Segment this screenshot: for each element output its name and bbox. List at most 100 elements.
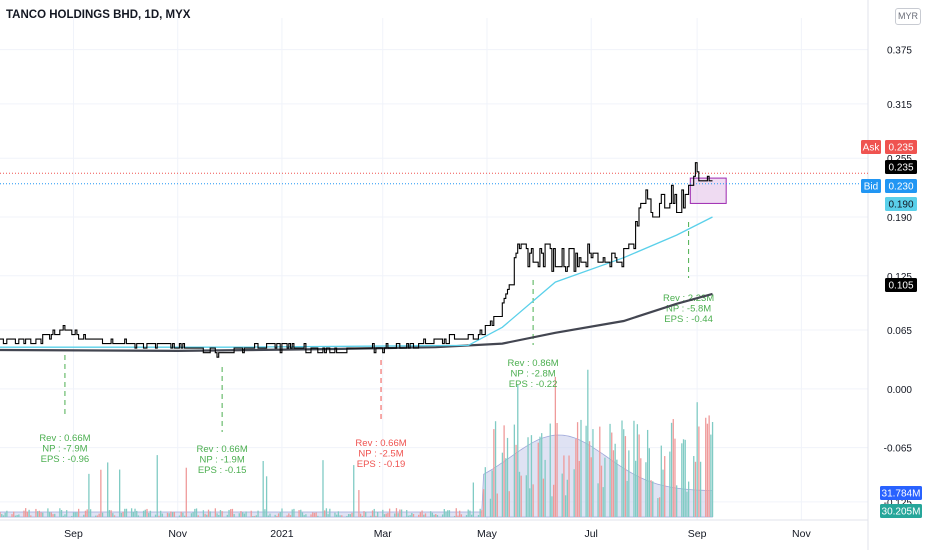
bid-value-tag-text: 0.230	[888, 182, 913, 193]
volume-bar	[556, 422, 558, 517]
volume-bar	[310, 514, 312, 517]
volume-tag-text: 31.784M	[882, 489, 921, 500]
currency-button[interactable]: MYR	[895, 8, 921, 25]
volume-bar	[100, 469, 102, 517]
volume-bar	[672, 419, 674, 517]
volume-bar	[204, 513, 206, 517]
volume-bar	[156, 455, 158, 517]
volume-bar	[337, 511, 340, 517]
earnings-text: Rev : 0.66M	[39, 433, 90, 444]
volume-bar	[242, 512, 244, 517]
volume-bar	[418, 514, 420, 517]
volume-bar	[286, 515, 288, 517]
volume-bar	[89, 509, 92, 517]
volume-bar	[0, 512, 1, 517]
earnings-text: EPS : -0.15	[198, 465, 247, 476]
volume-bar	[657, 498, 659, 517]
volume-bar	[708, 415, 710, 517]
volume-bar	[214, 508, 216, 517]
volume-bar	[491, 470, 493, 517]
volume-bar	[711, 422, 714, 517]
volume-bar	[230, 509, 232, 517]
volume-bar	[190, 513, 193, 517]
volume-bar	[539, 436, 541, 517]
time-axis[interactable]: Sep Nov 2021 Mar May Jul Sep Nov	[64, 528, 811, 540]
volume-bar	[508, 491, 510, 517]
earnings-text: EPS : -0.96	[41, 454, 90, 465]
volume-bar	[587, 369, 589, 517]
volume-bar	[616, 459, 618, 517]
volume-bar	[568, 455, 570, 517]
volume-bar	[293, 508, 295, 517]
earnings-text: Rev : 0.86M	[507, 358, 558, 369]
volume-bar	[465, 515, 468, 517]
volume-bar	[489, 498, 492, 517]
volume-bar	[267, 515, 269, 517]
y-tick-label: 0.255	[887, 154, 912, 165]
volume-bar	[160, 510, 162, 517]
volume-bar	[125, 508, 128, 517]
earnings-text: NP : -5.8M	[666, 304, 711, 315]
volume-bar	[124, 508, 126, 517]
volume-bar	[334, 512, 336, 517]
volume-bar	[305, 514, 307, 517]
volume-bar	[518, 471, 521, 517]
volume-bar	[445, 511, 447, 517]
volume-bar	[383, 514, 386, 517]
volume-bar	[134, 508, 136, 517]
volume-bar	[421, 510, 423, 517]
volume-bar	[409, 515, 411, 517]
volume-bar	[6, 510, 8, 517]
volume-bar	[515, 444, 517, 517]
volume-bar	[274, 514, 276, 517]
price-axis[interactable]: 0.375 0.315 0.255 0.190 0.125 0.065 0.000 -0.06…	[884, 46, 913, 509]
volume-bar	[257, 510, 259, 517]
volume-bar	[394, 513, 396, 517]
volume-bar	[635, 460, 637, 517]
volume-bar	[604, 457, 606, 517]
volume-bar	[98, 513, 100, 517]
volume-bar	[136, 510, 138, 517]
volume-bar	[566, 479, 568, 517]
volume-bar	[315, 512, 317, 517]
volume-bar	[312, 512, 314, 517]
volume-bar	[365, 512, 367, 517]
grid-lines	[0, 0, 869, 550]
volume-bar	[95, 515, 97, 517]
volume-bar	[382, 509, 384, 517]
volume-bar	[361, 515, 363, 517]
volume-bar	[195, 508, 198, 517]
x-tick-label: Nov	[168, 528, 187, 540]
volume-bar	[264, 509, 266, 517]
volume-bar	[48, 512, 51, 517]
volume-bar	[202, 510, 205, 517]
bid-value-tag-bg	[885, 179, 917, 193]
volume-bar	[301, 512, 304, 517]
volume-bar	[658, 497, 661, 517]
volume-bar	[298, 510, 300, 517]
volume-bar	[341, 515, 343, 517]
volume-bar	[650, 480, 652, 517]
volume-bar	[358, 490, 360, 517]
ask-label-bg	[861, 140, 881, 154]
volume-bar	[300, 509, 302, 517]
volume-bar	[611, 432, 613, 517]
volume-bar	[324, 510, 326, 517]
volume-bar	[575, 439, 577, 517]
volume-bar	[517, 384, 519, 517]
earnings-text: NP : -7.9M	[42, 444, 87, 455]
ma-fast-tag-bg	[885, 197, 917, 211]
volume-bar	[4, 512, 6, 517]
volume-bar	[245, 511, 247, 517]
volume-bar	[25, 508, 27, 517]
volume-bar	[435, 514, 437, 517]
volume-bar	[506, 437, 509, 517]
range-box[interactable]	[689, 177, 727, 204]
volume-bar	[602, 487, 604, 517]
y-tick-label: 0.375	[887, 46, 912, 57]
volume-bar	[399, 509, 401, 517]
volume-bar	[638, 434, 640, 517]
x-tick-label: Mar	[374, 528, 393, 540]
earnings-text: NP : -1.9M	[200, 455, 245, 466]
